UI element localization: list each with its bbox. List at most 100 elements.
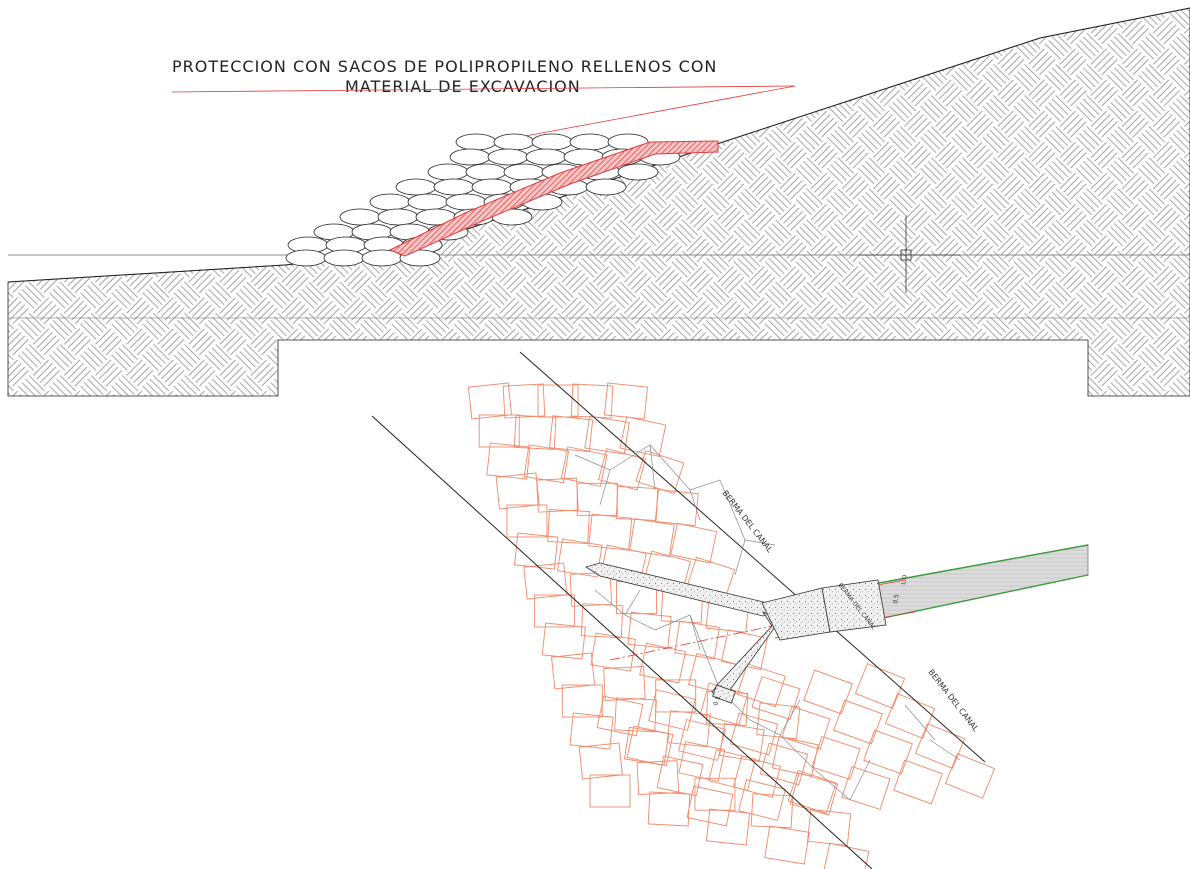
sandbag-plan xyxy=(914,723,966,769)
sandbag-plan xyxy=(708,749,756,791)
sandbag-plan xyxy=(771,736,819,777)
sandbag-plan xyxy=(655,679,697,713)
pipe-dimension-label-2: 0.5 xyxy=(892,594,901,605)
sandbag-plan xyxy=(560,446,608,487)
sandbag-plan xyxy=(666,710,711,748)
berma-label-top: BERMA DEL CANAL xyxy=(720,489,774,555)
sandbag-plan xyxy=(694,777,736,811)
sandbag-plan xyxy=(635,450,685,495)
section-title-line2: MATERIAL DE EXCAVACION xyxy=(345,77,581,96)
sandbag xyxy=(531,133,573,151)
terrain-line xyxy=(7,7,1190,283)
sandbag-plan xyxy=(536,477,579,513)
sandbag-plan xyxy=(534,594,576,628)
sandbag xyxy=(395,178,437,196)
sandbag-plan xyxy=(759,742,809,786)
pipe-dimension-label: L.O xyxy=(900,574,909,585)
sandbag-plan xyxy=(551,652,596,690)
sandbag-plan xyxy=(636,760,680,796)
sandbag xyxy=(285,249,327,267)
sandbag xyxy=(525,148,567,166)
sandbag xyxy=(449,148,491,166)
sandbag-plan xyxy=(944,753,996,799)
sandbag-plan xyxy=(547,509,590,545)
sandbag-plan xyxy=(578,742,623,780)
sandbag xyxy=(487,148,529,166)
sandbag-plan xyxy=(603,665,646,701)
sandbag-plan xyxy=(514,532,559,570)
end-label: 0.5 xyxy=(712,695,722,707)
canal-bank-right xyxy=(519,351,986,763)
sandbag-plan xyxy=(619,416,667,457)
sandbag-plan xyxy=(603,382,649,420)
sandbag-plan xyxy=(811,736,861,780)
sandbag-plan xyxy=(803,669,853,715)
sandbag-plan xyxy=(467,382,513,420)
berma-label-bottom: BERMA DEL CANAL xyxy=(926,668,980,734)
sandbag-plan xyxy=(588,513,633,551)
title-underline xyxy=(171,85,796,93)
sandbag-plan xyxy=(627,611,672,649)
sandbag-plan xyxy=(569,712,614,750)
sandbag xyxy=(465,163,507,181)
sandbag-plan xyxy=(719,723,765,762)
sandbag-plan xyxy=(822,842,870,869)
sandbag-plan xyxy=(854,663,906,709)
sandbag-plan xyxy=(596,695,644,737)
sandbag xyxy=(339,208,381,226)
sandbag-plan xyxy=(576,482,618,516)
sandbag-plan xyxy=(569,571,613,607)
protection-layer xyxy=(388,140,719,257)
sandbag xyxy=(323,249,365,267)
canal-bank-left xyxy=(371,415,873,869)
sandbag-plan xyxy=(495,472,540,510)
axis-line xyxy=(609,559,1089,661)
sandbag-plan xyxy=(884,693,936,739)
sandbag-plan xyxy=(523,562,568,600)
sandbag-plan xyxy=(764,825,810,865)
sandbag-plan xyxy=(597,448,647,491)
sandbag-plan xyxy=(736,663,786,708)
sandbag xyxy=(585,178,627,196)
sandbag-plan xyxy=(513,414,557,450)
sandbag-plan xyxy=(738,779,786,821)
sandbag-plan xyxy=(678,741,726,782)
sandbag-plan xyxy=(584,415,630,455)
sandbag-plan xyxy=(656,755,704,797)
sandbag-plan xyxy=(541,622,586,660)
plan-view: BERMA DEL CANAL BERMA DEL CANAL BERMA DE… xyxy=(371,351,1089,869)
cross-section-view: PROTECCION CON SACOS DE POLIPROPILENO RE… xyxy=(7,7,1190,397)
sandbag-plan xyxy=(729,712,779,756)
sandbag-plan xyxy=(615,485,659,521)
sandbag-plan xyxy=(750,793,794,829)
crosshair-icon xyxy=(858,215,960,293)
sandbag-plan xyxy=(670,522,718,564)
sandbag xyxy=(433,178,475,196)
sandbag-plan xyxy=(486,442,531,480)
sandbag xyxy=(455,133,497,151)
section-title-line1: PROTECCION CON SACOS DE POLIPROPILENO RE… xyxy=(172,57,717,76)
sandbag-plan xyxy=(647,791,691,827)
sandbag-plan xyxy=(614,697,657,733)
sandbag-plan-pattern xyxy=(467,382,996,869)
sandbag-plan xyxy=(648,689,696,731)
sandbag-plan xyxy=(570,383,614,419)
sandbag-plan xyxy=(506,504,548,538)
sandbag-plan xyxy=(674,620,720,660)
sandbag-plan xyxy=(623,726,670,766)
sandbag-plan xyxy=(502,383,546,419)
sandbag-plan xyxy=(893,759,943,805)
sandbag-plan xyxy=(561,684,603,718)
sandbag-plan xyxy=(678,719,726,761)
sandbag-plan xyxy=(833,699,883,745)
sandbag xyxy=(427,163,469,181)
sandbag xyxy=(377,208,419,226)
sandbag-plan xyxy=(629,518,675,558)
sandbag-plan xyxy=(751,676,801,720)
sandbag-plan xyxy=(580,603,624,639)
sandbag-plan xyxy=(863,729,913,775)
sandbag-plan xyxy=(789,772,839,816)
sandbag-plan xyxy=(705,808,751,846)
sandbag-plan xyxy=(787,769,837,814)
